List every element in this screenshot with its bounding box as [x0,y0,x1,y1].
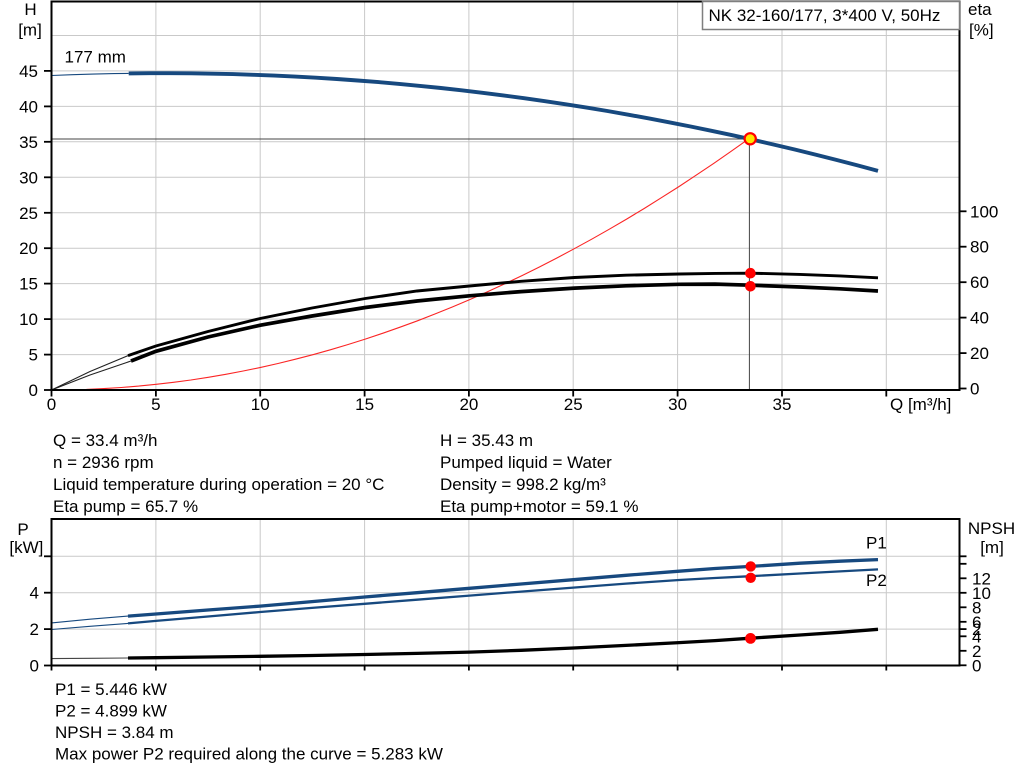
svg-text:Max power P2 required along th: Max power P2 required along the curve = … [55,745,443,764]
svg-text:NPSH: NPSH [968,519,1015,538]
svg-text:20: 20 [970,344,989,363]
svg-text:45: 45 [19,62,38,81]
svg-text:2: 2 [972,642,981,661]
svg-text:10: 10 [251,395,270,414]
svg-text:10: 10 [972,584,991,603]
svg-text:30: 30 [19,168,38,187]
svg-text:H: H [24,0,36,19]
svg-text:Liquid temperature during oper: Liquid temperature during operation = 20… [53,475,384,494]
svg-text:P2: P2 [866,571,887,590]
svg-text:5: 5 [29,346,38,365]
svg-text:NK 32-160/177, 3*400 V, 50Hz: NK 32-160/177, 3*400 V, 50Hz [709,6,941,25]
svg-text:[m]: [m] [980,538,1004,557]
svg-text:NPSH = 3.84 m: NPSH = 3.84 m [55,723,174,742]
svg-text:Eta pump = 65.7 %: Eta pump = 65.7 % [53,497,198,516]
svg-text:0: 0 [972,656,981,675]
svg-text:177 mm: 177 mm [65,48,126,67]
svg-text:30: 30 [668,395,687,414]
svg-text:n = 2936 rpm: n = 2936 rpm [53,453,154,472]
svg-text:Q = 33.4 m³/h: Q = 33.4 m³/h [53,431,157,450]
svg-text:0: 0 [47,395,56,414]
svg-text:eta: eta [968,0,992,19]
svg-text:0: 0 [970,380,979,399]
svg-text:60: 60 [970,273,989,292]
svg-text:15: 15 [19,275,38,294]
svg-text:2: 2 [30,620,39,639]
svg-text:10: 10 [19,310,38,329]
svg-text:40: 40 [19,97,38,116]
svg-text:P1 = 5.446 kW: P1 = 5.446 kW [55,680,167,699]
svg-text:2: 2 [972,620,981,639]
svg-text:0: 0 [30,657,39,676]
svg-text:15: 15 [355,395,374,414]
svg-text:6: 6 [972,613,981,632]
svg-text:8: 8 [972,598,981,617]
svg-text:35: 35 [19,133,38,152]
svg-text:5: 5 [151,395,160,414]
svg-text:12: 12 [972,569,991,588]
svg-text:4: 4 [30,584,39,603]
svg-text:4: 4 [972,627,981,646]
svg-text:Pumped liquid = Water: Pumped liquid = Water [440,453,612,472]
svg-text:Density = 998.2 kg/m³: Density = 998.2 kg/m³ [440,475,606,494]
svg-text:[kW]: [kW] [9,538,43,557]
svg-text:25: 25 [564,395,583,414]
svg-text:P2 = 4.899 kW: P2 = 4.899 kW [55,702,167,721]
svg-text:0: 0 [29,381,38,400]
svg-text:[m]: [m] [18,21,42,40]
svg-text:[%]: [%] [969,21,994,40]
svg-text:Eta pump+motor = 59.1 %: Eta pump+motor = 59.1 % [440,497,638,516]
svg-text:P1: P1 [866,534,887,553]
svg-text:20: 20 [19,239,38,258]
svg-text:H = 35.43 m: H = 35.43 m [440,431,533,450]
svg-text:P: P [17,520,28,539]
svg-text:100: 100 [970,202,998,221]
svg-text:40: 40 [970,309,989,328]
svg-text:35: 35 [773,395,792,414]
svg-text:80: 80 [970,238,989,257]
svg-text:25: 25 [19,204,38,223]
svg-text:Q [m³/h]: Q [m³/h] [890,395,951,414]
svg-text:20: 20 [459,395,478,414]
